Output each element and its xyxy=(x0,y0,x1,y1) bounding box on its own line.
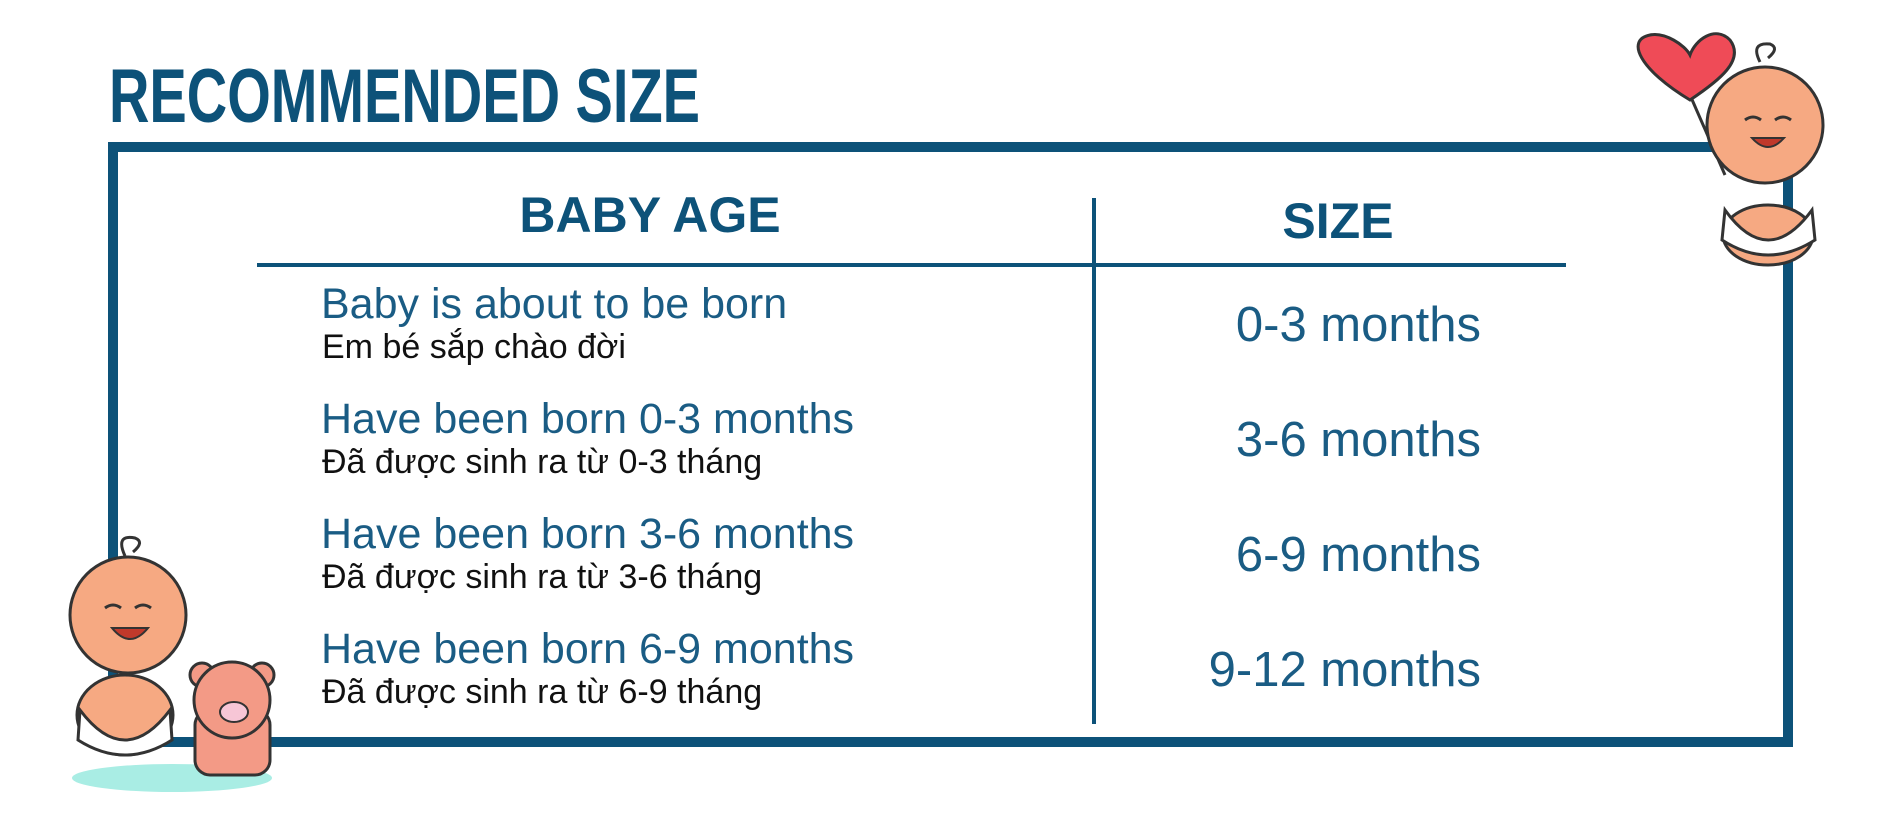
column-header: SIZE xyxy=(1282,193,1393,249)
age-vietnamese: Đã được sinh ra từ 0-3 tháng xyxy=(322,443,762,481)
title: RECOMMENDED SIZE xyxy=(109,54,700,139)
frame xyxy=(108,142,1793,747)
baby-illustration xyxy=(68,535,276,792)
column-header: BABY AGE xyxy=(519,187,780,243)
age-english: Have been born 0-3 months xyxy=(321,395,854,443)
size: 0-3 months xyxy=(1236,298,1481,352)
size: 9-12 months xyxy=(1209,643,1481,697)
age-vietnamese: Đã được sinh ra từ 3-6 tháng xyxy=(322,558,762,596)
age-english: Baby is about to be born xyxy=(321,280,787,328)
size: 6-9 months xyxy=(1236,528,1481,582)
baby-illustration xyxy=(1636,32,1825,267)
age-english: Have been born 3-6 months xyxy=(321,510,854,558)
size: 3-6 months xyxy=(1236,413,1481,467)
age-vietnamese: Đã được sinh ra từ 6-9 tháng xyxy=(322,673,762,711)
age-english: Have been born 6-9 months xyxy=(321,625,854,673)
age-vietnamese: Em bé sắp chào đời xyxy=(322,328,626,366)
